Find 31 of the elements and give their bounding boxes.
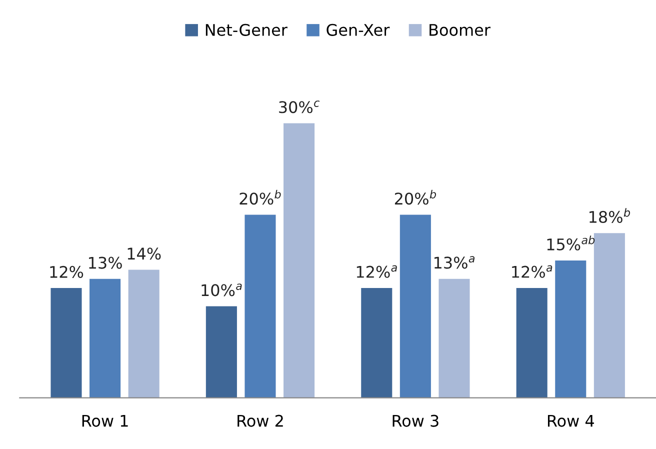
bar <box>284 123 315 398</box>
bar <box>438 278 470 398</box>
bar <box>90 278 121 398</box>
x-tick-label: Row 2 <box>238 414 283 427</box>
bar <box>50 288 82 398</box>
data-label: 13% <box>89 256 122 269</box>
bar <box>400 214 431 398</box>
data-label: 13%$^{a}$ <box>434 256 475 269</box>
data-label: 14% <box>128 248 161 260</box>
x-tick-label: Row 4 <box>548 414 594 427</box>
legend-label: Boomer <box>430 24 490 36</box>
bar <box>244 214 276 398</box>
data-label: 10%$^{a}$ <box>202 284 242 296</box>
data-label: 20%$^{b}$ <box>394 190 436 205</box>
x-tick-label: Row 3 <box>392 414 438 427</box>
bar <box>516 288 548 398</box>
legend-label: Net-Gener <box>206 24 288 36</box>
bar <box>594 233 625 398</box>
data-label: 12%$^{a}$ <box>356 265 397 278</box>
bar <box>361 288 392 398</box>
bar <box>555 260 586 398</box>
data-label: 12%$^{a}$ <box>512 265 552 278</box>
x-tick-label: Row 1 <box>82 414 128 427</box>
data-label: 12% <box>50 266 84 278</box>
data-label: 18%$^{b}$ <box>590 208 630 223</box>
data-label: 15%$^{ab}$ <box>547 236 595 250</box>
bar <box>206 306 237 398</box>
bar <box>128 270 160 398</box>
data-label: 20%$^{b}$ <box>240 190 281 205</box>
legend-label: Gen-Xer <box>326 24 390 36</box>
data-label: 30%$^{c}$ <box>279 100 320 114</box>
